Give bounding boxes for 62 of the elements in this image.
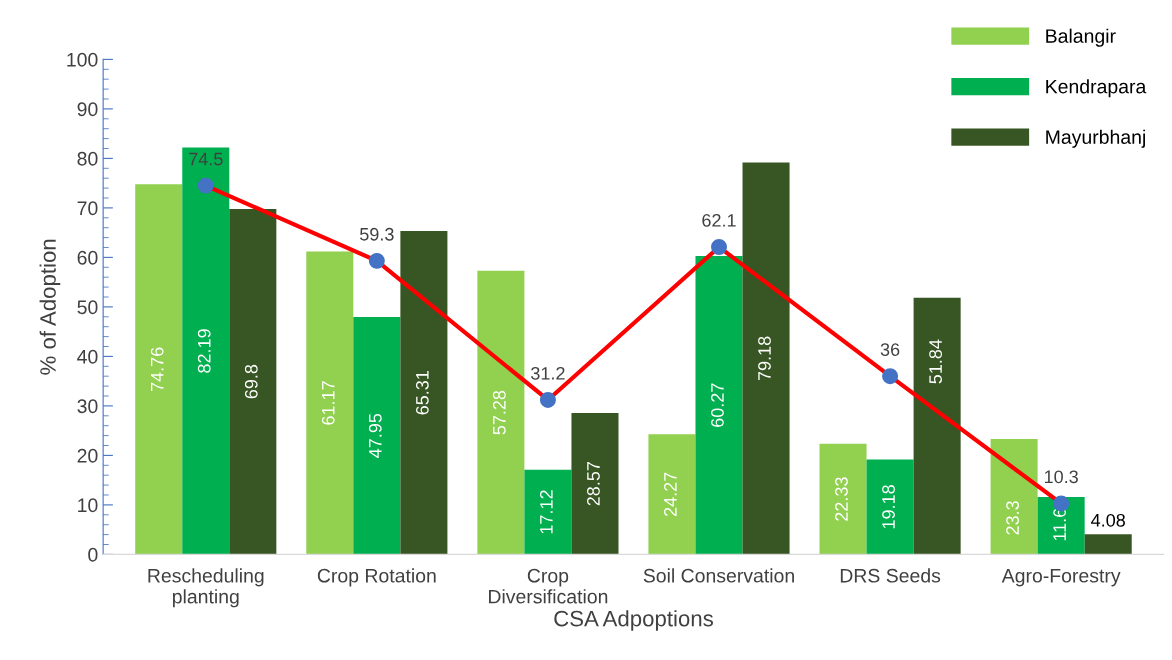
bar — [742, 162, 790, 555]
data-label: 62.1 — [702, 213, 736, 227]
data-label: 51.84 — [929, 339, 942, 384]
legend-label: Kendrapara — [1046, 79, 1147, 98]
y-tick-label: 60 — [77, 250, 98, 265]
data-label: 79.18 — [758, 336, 771, 381]
y-axis-title: % of Adoption — [39, 239, 61, 375]
x-tick-label: DRS Seeds — [840, 568, 941, 583]
data-label: 28.57 — [587, 462, 600, 506]
bar — [182, 147, 230, 555]
x-tick-label: Soil Conservation — [643, 568, 794, 583]
bar — [866, 459, 914, 555]
data-label: 22.33 — [835, 477, 848, 521]
y-tick-label: 50 — [77, 300, 98, 315]
data-label: 65.31 — [415, 371, 429, 415]
y-tick-label: 10 — [78, 498, 98, 513]
bar — [229, 208, 277, 555]
x-axis-title: CSA Adpoptions — [554, 610, 713, 631]
data-label: 60.27 — [711, 383, 724, 427]
x-tick-label: Rescheduling planting — [148, 568, 264, 608]
data-label: 31.2 — [531, 366, 565, 380]
y-tick-label: 80 — [77, 151, 98, 166]
bar — [819, 443, 867, 555]
y-tick-label: 70 — [77, 201, 98, 216]
data-label: 24.27 — [664, 472, 677, 517]
data-label: 19.18 — [882, 485, 895, 529]
y-tick-label: 30 — [77, 399, 98, 414]
y-tick-label: 100 — [67, 52, 98, 67]
data-label: 4.08 — [1091, 513, 1125, 527]
bar — [1084, 534, 1132, 555]
data-label: 74.5 — [189, 152, 223, 166]
data-label: 59.3 — [360, 227, 394, 241]
y-tick-label: 90 — [77, 102, 98, 117]
bar — [135, 184, 183, 555]
legend-label: Mayurbhanj — [1046, 129, 1145, 148]
data-label: 17.12 — [539, 490, 553, 534]
bar — [524, 469, 572, 555]
data-label: 36 — [880, 343, 900, 356]
y-tick-label: 20 — [77, 448, 98, 463]
data-label: 82.19 — [197, 329, 211, 373]
y-tick-label: 40 — [77, 349, 98, 364]
bar — [400, 231, 448, 555]
bar — [913, 297, 961, 555]
bar — [306, 251, 354, 555]
bar — [695, 256, 743, 555]
bar — [353, 317, 401, 555]
y-tick-label: 0 — [88, 547, 98, 562]
data-label: 69.8 — [244, 364, 258, 399]
data-label: 47.95 — [368, 413, 382, 458]
data-label: 23.3 — [1006, 501, 1019, 535]
x-tick-label: Crop Diversification — [489, 568, 608, 604]
data-label: 74.76 — [150, 347, 164, 392]
legend-label: Balangir — [1046, 28, 1116, 47]
bar — [571, 412, 619, 555]
bar — [648, 434, 696, 555]
x-tick-label: Crop Rotation — [317, 568, 436, 587]
data-label: 10.3 — [1044, 470, 1078, 484]
data-label: 61.17 — [321, 381, 335, 425]
data-label: 57.28 — [492, 390, 506, 435]
bar — [477, 270, 525, 555]
x-tick-label: Agro-Forestry — [1001, 569, 1121, 587]
bar — [990, 439, 1038, 555]
